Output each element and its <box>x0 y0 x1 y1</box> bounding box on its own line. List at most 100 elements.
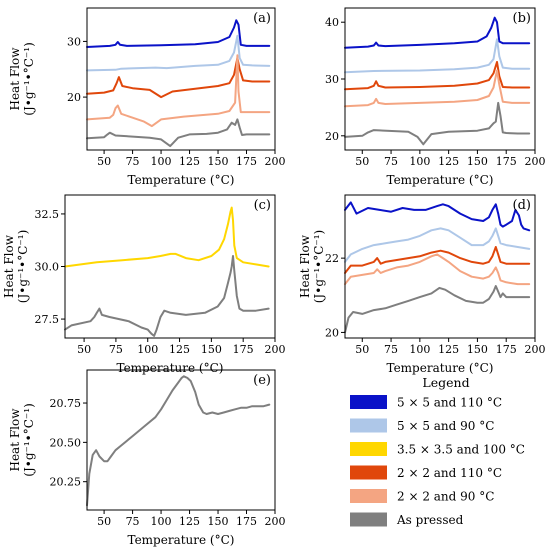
chart-panel-a: 50 75 100 125 150 175 200 20 30 Temperature (°C) H… <box>8 7 286 187</box>
series-line-b-0 <box>344 16 531 49</box>
x-tick-label: 150 <box>467 155 488 168</box>
legend-entry: 2 × 2 and 110 °C <box>350 465 502 480</box>
y-tick-label: 20.75 <box>50 397 82 410</box>
y-axis-label: Heat Flow <box>298 234 312 298</box>
x-tick-label: 75 <box>126 155 140 168</box>
chart-panels: 50 75 100 125 150 175 200 20 30 Temperature (°C) H… <box>2 7 546 547</box>
legend-swatch <box>350 489 387 503</box>
legend-swatch <box>350 512 387 527</box>
x-tick-label: 75 <box>384 155 398 168</box>
x-tick-label: 150 <box>467 343 488 356</box>
series-line-a-3 <box>86 54 271 128</box>
series-line-a-1 <box>86 34 271 72</box>
y-axis-label: Heat Flow <box>8 408 22 472</box>
panel-label: (e) <box>253 373 271 388</box>
legend-entry: As pressed <box>350 512 464 527</box>
x-tick-label: 100 <box>409 155 430 168</box>
y-tick-label: 30.0 <box>35 261 60 274</box>
panel-label: (c) <box>254 198 271 213</box>
x-tick-label: 200 <box>265 343 286 356</box>
x-tick-label: 175 <box>236 155 257 168</box>
x-tick-label: 150 <box>201 343 222 356</box>
series-line-c-1 <box>64 255 270 337</box>
series-line-d-4 <box>344 285 531 334</box>
y-tick-label: 20 <box>67 91 81 104</box>
series-line-b-2 <box>344 61 531 91</box>
panel-label: (d) <box>513 198 531 213</box>
y-tick-label: 22 <box>325 252 339 265</box>
y-tick-label: 20 <box>325 326 339 339</box>
series-line-a-4 <box>86 118 271 148</box>
x-tick-label: 200 <box>525 343 546 356</box>
legend-swatch <box>350 465 387 480</box>
x-tick-label: 125 <box>169 343 190 356</box>
x-tick-label: 100 <box>137 343 158 356</box>
chart-panel-c: 50 75 100 125 150 175 200 27.5 30.0 32.5 Temperatu… <box>2 194 286 375</box>
legend-label: 5 × 5 and 90 °C <box>397 419 494 433</box>
x-tick-label: 150 <box>208 155 229 168</box>
chart-panel-b: 50 75 100 125 150 175 200 20 30 40 Temperature (°C… <box>325 7 546 187</box>
y-tick-label: 32.5 <box>35 208 60 221</box>
y-tick-label: 30 <box>325 73 339 86</box>
x-tick-label: 125 <box>438 343 459 356</box>
x-tick-label: 50 <box>97 155 111 168</box>
x-tick-label: 50 <box>355 155 369 168</box>
x-tick-label: 100 <box>151 155 172 168</box>
x-tick-label: 200 <box>265 155 286 168</box>
legend-label: 2 × 2 and 90 °C <box>397 490 494 504</box>
series-line-d-2 <box>344 246 531 274</box>
x-tick-label: 50 <box>77 343 91 356</box>
y-tick-label: 20 <box>325 130 339 143</box>
panel-label: (b) <box>513 11 531 26</box>
x-tick-label: 175 <box>233 343 254 356</box>
legend-label: 3.5 × 3.5 and 100 °C <box>397 443 525 457</box>
series-line-d-3 <box>344 253 531 286</box>
x-tick-label: 125 <box>438 155 459 168</box>
x-axis-label: Temperature (°C) <box>128 533 235 547</box>
series-line-a-0 <box>86 19 271 48</box>
x-tick-label: 175 <box>496 343 517 356</box>
x-tick-label: 75 <box>109 343 123 356</box>
y-axis-label: (J•g⁻¹•°C⁻¹) <box>312 230 326 303</box>
chart-panel-e: 50 75 100 125 150 175 200 20.25 20.50 20.75 Temper… <box>8 369 286 547</box>
y-axis-label: Heat Flow <box>8 47 22 111</box>
x-tick-label: 200 <box>525 155 546 168</box>
plot-frame <box>344 7 536 151</box>
y-tick-label: 20.50 <box>50 436 82 449</box>
legend-label: As pressed <box>396 513 464 527</box>
series-line-b-3 <box>344 69 531 108</box>
y-axis-label: Heat Flow <box>2 234 16 298</box>
legend-entry: 3.5 × 3.5 and 100 °C <box>350 442 525 457</box>
x-axis-label: Temperature (°C) <box>117 361 224 375</box>
x-tick-label: 100 <box>409 343 430 356</box>
x-tick-label: 50 <box>97 515 111 528</box>
y-axis-label: (J•g⁻¹•°C⁻¹) <box>22 42 36 115</box>
plot-frame <box>86 369 276 511</box>
x-tick-label: 175 <box>236 515 257 528</box>
series-line-b-4 <box>344 101 531 146</box>
x-tick-label: 200 <box>265 515 286 528</box>
plot-frame <box>64 194 276 339</box>
x-tick-label: 50 <box>355 343 369 356</box>
y-tick-label: 27.5 <box>35 313 60 326</box>
legend-title: Legend <box>422 375 469 390</box>
legend: Legend 5 × 5 and 110 °C 5 × 5 and 90 °C 3.… <box>350 375 525 527</box>
legend-entry: 2 × 2 and 90 °C <box>350 489 494 504</box>
x-tick-label: 175 <box>496 155 517 168</box>
legend-entry: 5 × 5 and 90 °C <box>350 418 494 433</box>
legend-entry: 5 × 5 and 110 °C <box>350 395 502 410</box>
series-line-e-0 <box>86 375 271 507</box>
x-axis-label: Temperature (°C) <box>387 361 494 375</box>
legend-swatch <box>350 418 387 433</box>
x-tick-label: 125 <box>179 515 200 528</box>
y-tick-label: 20.25 <box>50 476 82 489</box>
x-axis-label: Temperature (°C) <box>128 173 235 187</box>
legend-label: 5 × 5 and 110 °C <box>397 396 502 410</box>
x-tick-label: 100 <box>151 515 172 528</box>
y-axis-label: (J•g⁻¹•°C⁻¹) <box>22 403 36 476</box>
x-tick-label: 150 <box>208 515 229 528</box>
series-line-c-0 <box>64 206 270 268</box>
series-line-d-0 <box>344 201 531 232</box>
x-axis-label: Temperature (°C) <box>387 173 494 187</box>
